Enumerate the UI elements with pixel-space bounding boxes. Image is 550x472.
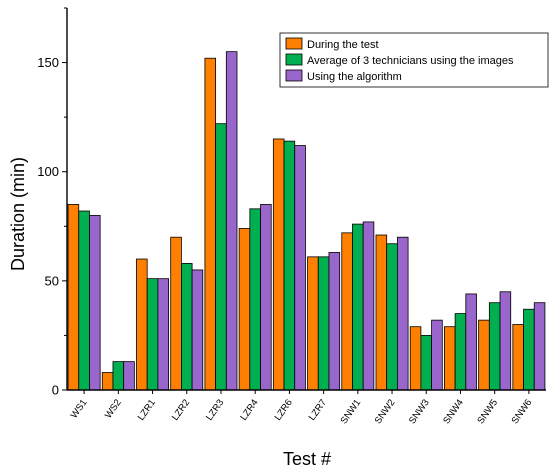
bars-group <box>67 51 546 391</box>
x-tick-label-LZR4: LZR4 <box>238 397 260 422</box>
bar-WS1-series-1 <box>67 204 80 391</box>
legend-label: During the test <box>307 39 379 51</box>
legend-swatch <box>285 53 303 66</box>
bar-SNW4-series-3 <box>465 293 477 391</box>
x-tick-label-LZR6: LZR6 <box>273 397 295 422</box>
y-tick-label: 100 <box>37 164 59 179</box>
legend-label: Average of 3 technicians using the image… <box>307 55 514 67</box>
x-tick-label-SNW5: SNW5 <box>475 397 500 426</box>
axes-group <box>66 8 546 391</box>
bar-LZR4-series-1 <box>238 228 251 391</box>
bar-WS1-series-2 <box>78 210 90 391</box>
bar-WS2-series-1 <box>101 372 114 391</box>
x-tick-label-SNW1: SNW1 <box>339 397 364 426</box>
y-tick-label: 0 <box>52 383 59 398</box>
bar-SNW6-series-1 <box>512 324 524 391</box>
x-tick-label-LZR3: LZR3 <box>204 397 226 422</box>
bar-LZR1-series-1 <box>136 258 148 391</box>
bar-WS2-series-2 <box>112 361 125 391</box>
bar-SNW2-series-3 <box>396 236 409 391</box>
x-tick-label-SNW4: SNW4 <box>441 397 466 426</box>
bar-SNW3-series-3 <box>431 319 443 391</box>
bar-SNW3-series-2 <box>420 335 432 391</box>
x-tick-label-SNW2: SNW2 <box>373 397 398 426</box>
bar-SNW2-series-2 <box>386 243 398 391</box>
legend-label: Using the algorithm <box>307 71 402 83</box>
bar-SNW3-series-1 <box>409 326 422 391</box>
bar-SNW4-series-2 <box>454 313 467 391</box>
bar-LZR3-series-3 <box>225 51 238 391</box>
x-axis-title: Test # <box>283 449 331 469</box>
x-tick-label-SNW3: SNW3 <box>407 397 432 426</box>
bar-SNW1-series-1 <box>341 232 353 391</box>
legend-swatch <box>285 69 303 82</box>
bar-LZR6-series-1 <box>272 138 285 391</box>
bar-SNW1-series-3 <box>362 221 375 391</box>
bar-LZR2-series-3 <box>191 269 204 391</box>
bar-LZR7-series-2 <box>317 256 330 391</box>
y-ticks-group: 0 50 100 150 <box>37 7 67 398</box>
bar-LZR7-series-1 <box>307 256 319 391</box>
x-tick-label-LZR2: LZR2 <box>170 397 192 422</box>
bar-LZR6-series-2 <box>283 140 296 391</box>
bar-SNW5-series-1 <box>478 319 490 391</box>
y-axis-title: Duration (min) <box>8 157 28 271</box>
bar-SNW6-series-3 <box>533 302 546 391</box>
x-tick-label-LZR1: LZR1 <box>136 397 158 422</box>
bar-LZR7-series-3 <box>328 252 341 391</box>
legend-swatch <box>285 37 303 50</box>
x-tick-label-SNW6: SNW6 <box>510 397 535 426</box>
bar-LZR3-series-1 <box>204 57 217 391</box>
bar-WS2-series-3 <box>123 361 135 391</box>
bar-SNW4-series-1 <box>444 326 456 391</box>
bar-LZR1-series-2 <box>146 278 159 391</box>
bar-SNW1-series-2 <box>352 223 364 391</box>
bar-SNW6-series-2 <box>523 308 535 391</box>
y-tick-label: 50 <box>45 273 59 288</box>
bar-WS1-series-3 <box>89 214 101 391</box>
legend-box <box>279 32 549 88</box>
bar-LZR6-series-3 <box>294 145 306 391</box>
legend: During the test Average of 3 technicians … <box>279 32 549 88</box>
x-tick-label-WS2: WS2 <box>103 397 124 420</box>
bar-LZR3-series-2 <box>215 123 227 391</box>
bar-LZR2-series-2 <box>180 262 193 391</box>
x-ticks-group: WS1 WS2 LZR1 LZR2 LZR3 LZR4 LZR6 LZR7 SNW1 SNW2 SN… <box>69 390 535 426</box>
bar-LZR1-series-3 <box>157 278 169 391</box>
bar-LZR2-series-1 <box>170 236 182 391</box>
bar-SNW5-series-3 <box>499 291 512 391</box>
y-tick-label: 150 <box>37 55 59 70</box>
x-tick-label-LZR7: LZR7 <box>307 397 329 422</box>
bar-SNW5-series-2 <box>488 302 501 391</box>
bar-SNW2-series-1 <box>375 234 388 391</box>
bar-LZR4-series-2 <box>249 208 261 391</box>
x-tick-label-WS1: WS1 <box>69 397 90 420</box>
bar-LZR4-series-3 <box>260 204 272 391</box>
